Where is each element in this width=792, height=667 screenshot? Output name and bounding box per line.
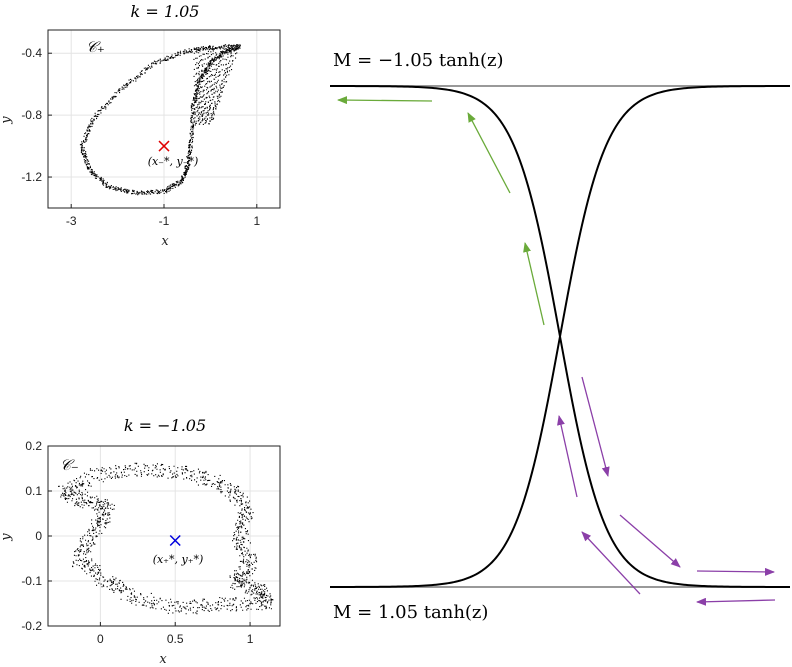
tl-ytick-label: -0.8 [21,108,42,122]
plot-bottom-left-grid [48,445,280,627]
plot-top-left-set-label: 𝒞₊ [86,38,105,56]
plot-top-left-title: k = 1.05 [131,2,200,21]
arrow-purple-4 [581,531,641,595]
tl-ytick-label: -1.2 [21,170,42,184]
plot-bottom-left-xlabel: x [159,652,167,667]
tl-xtick-label: 1 [253,214,260,228]
bl-ytick-label: 0 [35,529,42,543]
plot-top-left-ticks: -3 -1 1 -0.4 -0.8 -1.2 [21,46,260,228]
plot-top-left-xlabel: x [161,234,169,249]
plot-bottom-left-ticks: 0 0.5 1 0.2 0.1 0 -0.1 -0.2 [21,439,253,646]
tl-xtick-label: -1 [159,214,170,228]
plot-top-left-ylabel: y [0,116,14,125]
plot-bottom-left-attractor [58,462,274,615]
plot-bottom-left-title: k = −1.05 [124,416,206,435]
plot-bottom-left-fixed-point-label: (x₊*, y₊*) [153,553,204,566]
bl-xtick-label: 0 [97,632,104,646]
tl-fixed-point-marker [158,140,170,152]
label-top-equation: M = −1.05 tanh(z) [333,50,504,71]
bl-xtick-label: 1 [247,632,254,646]
arrow-purple-3 [619,514,681,568]
plot-bottom-left-ylabel: y [0,533,14,542]
plot-bottom-left: k = −1.05 0 0.5 1 0.2 0.1 0 -0.1 -0.2 𝒞₋ (x₊*, … [0,416,281,667]
bl-ytick-label: -0.1 [21,574,42,588]
label-bottom-equation: M = 1.05 tanh(z) [333,602,488,623]
tl-attractor-points [79,44,241,196]
plot-bottom-left-set-label: 𝒞₋ [60,456,79,474]
bl-attractor-points [58,462,274,615]
bl-ytick-label: -0.2 [21,619,42,633]
bl-ytick-label: 0.2 [25,439,42,453]
plot-top-left: k = 1.05 -3 -1 1 -0.4 -0.8 -1.2 𝒞₊ (x₋*, y₋*)… [0,2,281,249]
arrow-purple-2 [557,415,578,498]
plot-top-left-attractor [79,44,241,196]
plot-bottom-left-fixed-point [169,534,181,547]
curve-pos-tanh [330,85,790,588]
arrow-green-3 [523,242,545,326]
tl-xtick-label: -3 [66,214,77,228]
arrow-green-2 [467,112,511,194]
plot-top-left-fixed-point-label: (x₋*, y₋*) [148,155,199,168]
plot-top-left-grid [48,30,280,208]
tl-ytick-label: -0.4 [21,46,42,60]
arrow-green-1 [337,96,433,105]
arrow-purple-5 [696,567,775,576]
bl-ytick-label: 0.1 [25,484,42,498]
arrow-purple-6 [696,597,776,606]
arrow-purple-1 [581,376,610,477]
plot-right: M = −1.05 tanh(z) M = 1.05 tanh(z) [330,50,790,623]
bl-xtick-label: 0.5 [167,632,184,646]
tl-attractor-tail-points [193,46,239,126]
bl-fixed-point-marker [169,534,181,547]
plot-top-left-fixed-point [158,140,170,152]
